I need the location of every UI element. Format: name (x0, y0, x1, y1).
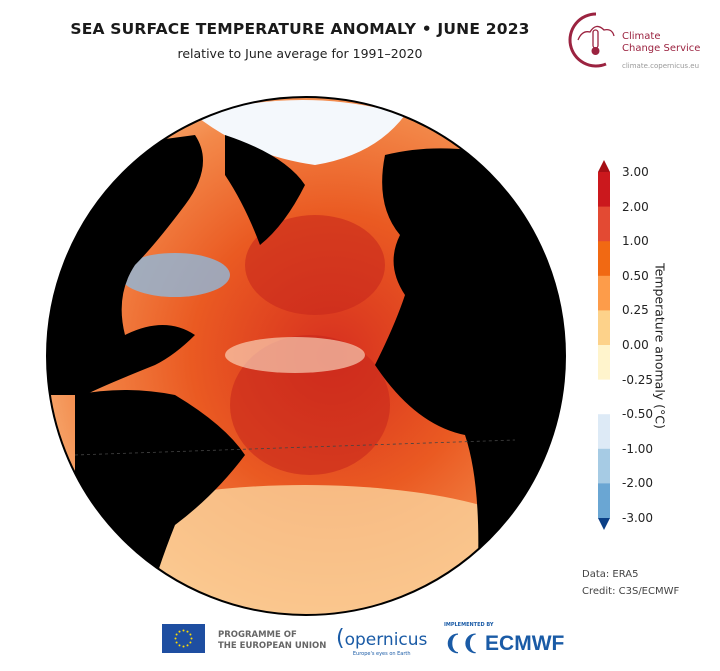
ecmwf-text: ECMWF (485, 632, 565, 655)
c3s-name-2: Change Service (622, 43, 701, 54)
ecmwf-logo: ❨❨ ECMWF (444, 632, 565, 655)
eu-star (189, 641, 192, 644)
eu-star (182, 645, 185, 648)
colorbar-tick-label: 2.00 (622, 199, 649, 214)
colorbar-segment (598, 310, 610, 346)
colorbar-tick-label: -3.00 (622, 511, 654, 525)
colorbar-tick-label: -0.25 (622, 372, 654, 387)
colorbar-segment (598, 448, 610, 484)
eu-star (175, 633, 178, 636)
colorbar-tick-label: -1.00 (622, 441, 654, 456)
europe-africa-land (375, 148, 565, 615)
eu-star (178, 644, 181, 647)
colorbar-extend-max (598, 160, 610, 172)
c3s-name-1: Climate (622, 31, 661, 42)
eu-star (175, 641, 178, 644)
colorbar-segment (598, 275, 610, 311)
copernicus-logo: (opernicus Europe's eyes on Earth (336, 626, 428, 657)
colorbar-title: Temperature anomaly (°C) (652, 263, 668, 429)
colorbar-tick-label: 0.00 (622, 338, 649, 352)
c3s-logo: Climate Change Service climate.copernicus… (566, 8, 716, 72)
greenland-land (225, 135, 305, 245)
map-subtitle: relative to June average for 1991–2020 (177, 46, 423, 61)
eu-star (182, 629, 185, 632)
colorbar (598, 160, 610, 530)
globe-map (46, 96, 566, 616)
colorbar-segment (598, 172, 610, 208)
colorbar-tick-label: -2.00 (622, 476, 654, 491)
colorbar-segment (598, 414, 610, 450)
thermometer-cloud-icon (568, 12, 615, 68)
eu-flag-icon (162, 624, 205, 653)
colorbar-segment (598, 379, 610, 415)
copernicus-tagline: Europe's eyes on Earth (352, 651, 411, 657)
c3s-url: climate.copernicus.eu (622, 62, 700, 70)
colorbar-segment (598, 206, 610, 242)
copernicus-text: opernicus (344, 630, 428, 650)
colorbar-tick-label: 0.25 (622, 303, 649, 318)
eu-line-1: PROGRAMME OF (218, 630, 297, 640)
colorbar-segment (598, 241, 610, 277)
eu-star (186, 644, 189, 647)
colorbar-tick-label: 0.50 (622, 268, 649, 283)
colorbar-tick-label: 3.00 (622, 165, 649, 179)
eu-star (186, 630, 189, 633)
map-title: SEA SURFACE TEMPERATURE ANOMALY • JUNE 2… (70, 20, 530, 38)
eu-star (190, 637, 193, 640)
credit: Credit: C3S/ECMWF (582, 586, 680, 597)
data-source: Data: ERA5 (582, 569, 639, 580)
eu-line-2: THE EUROPEAN UNION (218, 641, 327, 651)
eu-star (174, 637, 177, 640)
eu-star (189, 633, 192, 636)
colorbar-segment (598, 483, 610, 519)
eu-star (178, 630, 181, 633)
arctic-ice (195, 100, 405, 165)
ecmwf-sup: IMPLEMENTED BY (444, 622, 494, 628)
colorbar-extend-min (598, 518, 610, 530)
colorbar-segment (598, 345, 610, 381)
colorbar-tick-label: 1.00 (622, 234, 649, 249)
colorbar-tick-label: -0.50 (622, 407, 654, 422)
